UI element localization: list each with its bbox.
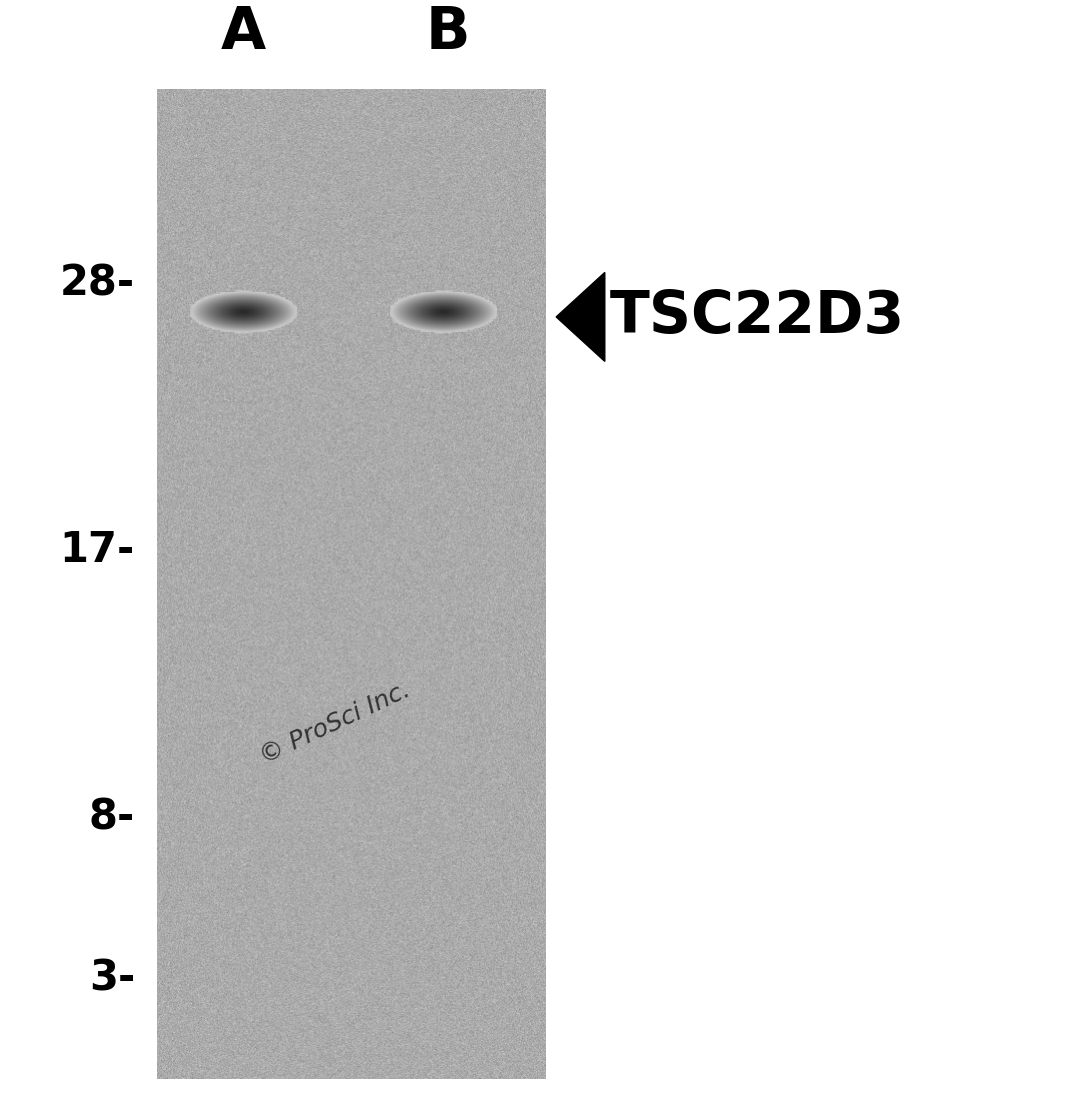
Text: TSC22D3: TSC22D3: [610, 288, 905, 346]
Text: 8-: 8-: [89, 796, 135, 838]
Text: 3-: 3-: [89, 957, 135, 1000]
Text: © ProSci Inc.: © ProSci Inc.: [256, 677, 414, 768]
Text: 28-: 28-: [59, 262, 135, 305]
Text: 17-: 17-: [59, 529, 135, 572]
Polygon shape: [556, 272, 605, 361]
Text: A: A: [220, 4, 266, 61]
Text: B: B: [426, 4, 471, 61]
Bar: [157, 89, 545, 1079]
